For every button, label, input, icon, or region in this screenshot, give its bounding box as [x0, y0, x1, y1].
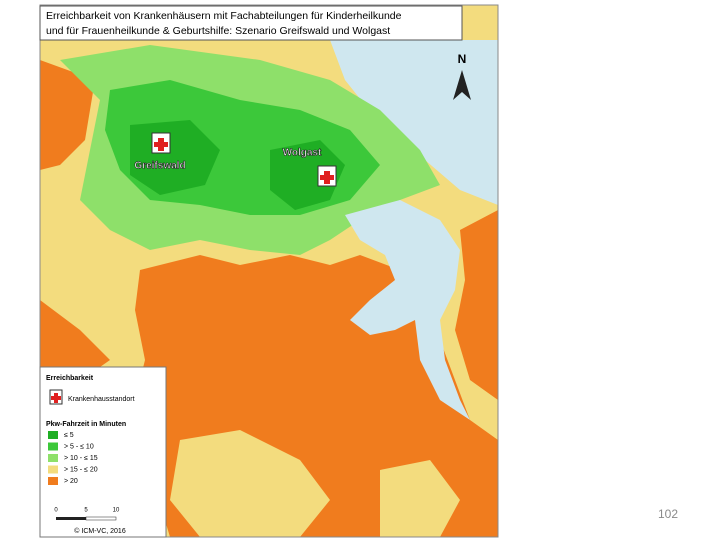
legend-label: Krankenhausstandort [68, 396, 135, 403]
north-label: N [458, 52, 467, 66]
legend: Erreichbarkeit Krankenhausstandort Pkw-F… [39, 366, 167, 538]
title: Erreichbarkeit von Krankenhäusern mit Fa… [46, 10, 402, 22]
legend-swatch [48, 431, 58, 439]
legend-label: > 10 - ≤ 15 [64, 455, 98, 462]
scale-label: 5 [84, 508, 88, 514]
map [39, 4, 499, 538]
title-box [39, 5, 463, 41]
place-label: Wolgast [283, 148, 322, 159]
legend-swatch [48, 477, 58, 485]
legend-swatch [48, 465, 58, 474]
legend-label: ≤ 5 [64, 432, 74, 439]
credit: © ICM-VC, 2016 [74, 527, 126, 535]
scale-label: 10 [113, 508, 120, 514]
legend-label: > 15 - ≤ 20 [64, 466, 98, 473]
legend-label: > 5 - ≤ 10 [64, 443, 94, 450]
legend-label: > 20 [64, 478, 78, 485]
legend-swatch [48, 442, 58, 451]
north-arrow: N [453, 52, 471, 100]
legend-swatch [48, 454, 58, 462]
legend-subtitle: Pkw-Fahrzeit in Minuten [46, 421, 126, 428]
page-number: 102 [658, 507, 678, 521]
title: und für Frauenheilkunde & Geburtshilfe: … [46, 25, 390, 37]
legend-title: Erreichbarkeit [46, 375, 94, 382]
hospital-icon [151, 132, 337, 187]
scale-label: 0 [54, 508, 58, 514]
place-label: Greifswald [134, 161, 185, 172]
